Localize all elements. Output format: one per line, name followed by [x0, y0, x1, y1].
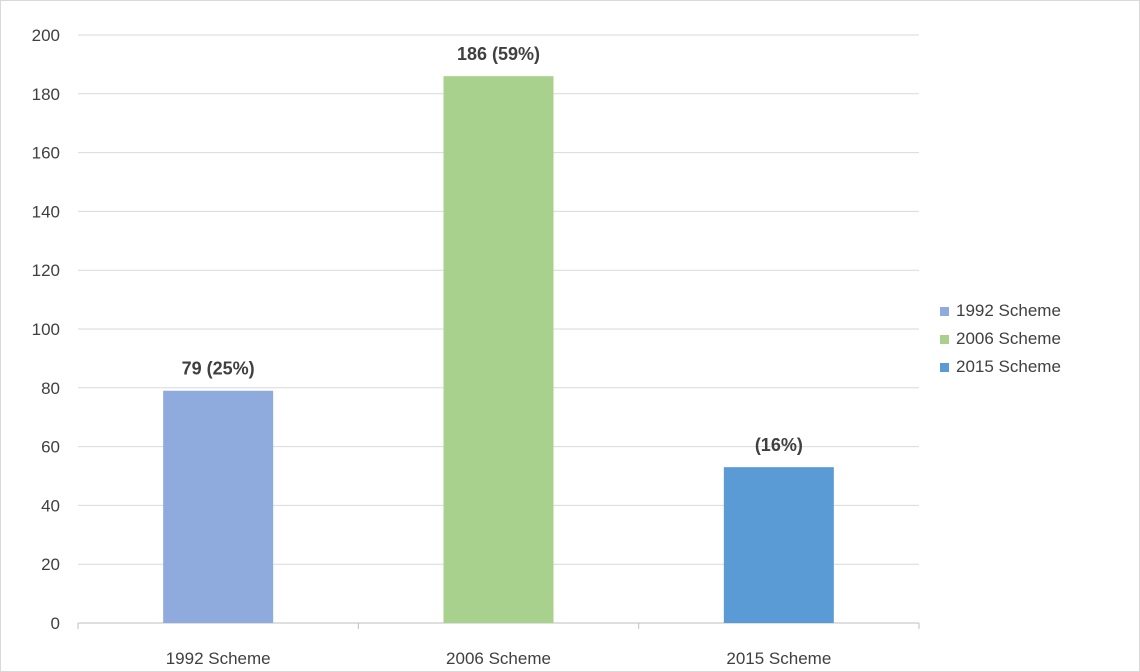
- legend-swatch: [940, 363, 949, 372]
- data-label: 79 (25%): [182, 359, 255, 379]
- y-tick-label: 160: [32, 144, 60, 163]
- y-tick-label: 100: [32, 320, 60, 339]
- bar: [163, 390, 274, 623]
- x-tick-label: 2015 Scheme: [726, 649, 831, 668]
- y-tick-label: 140: [32, 202, 60, 221]
- y-tick-label: 80: [41, 379, 60, 398]
- legend-label: 2015 Scheme: [956, 357, 1061, 376]
- x-tick-label: 1992 Scheme: [166, 649, 271, 668]
- data-label: (16%): [755, 435, 803, 455]
- legend-swatch: [940, 335, 949, 344]
- y-tick-label: 0: [51, 614, 60, 633]
- x-tick-label: 2006 Scheme: [446, 649, 551, 668]
- legend-label: 1992 Scheme: [956, 301, 1061, 320]
- y-tick-label: 60: [41, 438, 60, 457]
- bar: [723, 467, 834, 623]
- y-tick-label: 40: [41, 496, 60, 515]
- y-tick-label: 180: [32, 85, 60, 104]
- y-tick-label: 20: [41, 555, 60, 574]
- y-tick-label: 200: [32, 26, 60, 45]
- legend-swatch: [940, 307, 949, 316]
- legend-label: 2006 Scheme: [956, 329, 1061, 348]
- bar: [443, 76, 554, 623]
- y-tick-label: 120: [32, 261, 60, 280]
- data-label: 186 (59%): [457, 44, 540, 64]
